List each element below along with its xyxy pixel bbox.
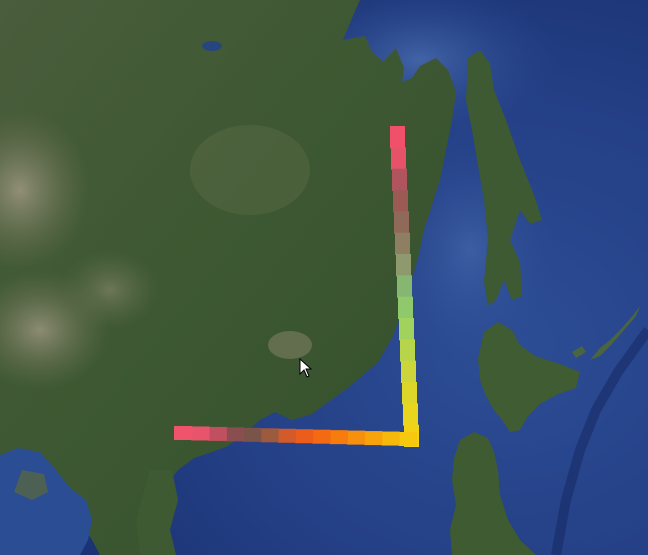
track-segment — [329, 430, 348, 445]
track-segment — [225, 427, 245, 442]
track-segment — [174, 426, 193, 440]
track-segment — [400, 339, 415, 362]
coastal-land — [14, 470, 48, 500]
hokkaido-island — [478, 322, 580, 432]
track-vertical-segment — [390, 126, 419, 447]
track-segment — [394, 211, 409, 234]
track-segment — [208, 426, 227, 441]
track-segment — [396, 254, 411, 277]
lake — [202, 41, 222, 51]
track-segment — [346, 430, 366, 445]
arid-region — [60, 250, 160, 330]
track-segment — [399, 318, 414, 341]
track-segment — [243, 427, 262, 442]
track-segment — [295, 429, 314, 444]
plain-region — [268, 331, 312, 359]
kuril-islands — [590, 306, 640, 360]
track-horizontal-segment — [174, 426, 417, 446]
track-segment — [277, 428, 296, 443]
plain-region — [190, 125, 310, 215]
track-segment — [364, 431, 383, 446]
track-segment — [191, 426, 210, 441]
track-segment — [260, 428, 279, 443]
kuril-islands — [572, 346, 586, 358]
track-segment — [398, 432, 417, 446]
track-segment — [312, 429, 331, 444]
track-segment — [402, 382, 417, 405]
track-segment — [392, 168, 407, 191]
track-segment — [381, 431, 400, 446]
track-segment — [403, 403, 418, 426]
track-segment — [397, 275, 412, 298]
sakhalin-island — [466, 50, 542, 306]
korean-peninsula — [136, 470, 178, 555]
arid-region — [0, 110, 90, 270]
mainland-asia — [0, 0, 456, 555]
track-segment — [398, 296, 413, 319]
track-segment — [390, 126, 405, 149]
track-segment — [395, 232, 410, 255]
ocean-trench — [551, 327, 648, 555]
track-segment — [391, 147, 406, 170]
track-segment — [393, 190, 408, 213]
honshu-island — [450, 432, 536, 555]
track-segment — [401, 360, 416, 383]
mouse-pointer-icon — [299, 358, 313, 378]
